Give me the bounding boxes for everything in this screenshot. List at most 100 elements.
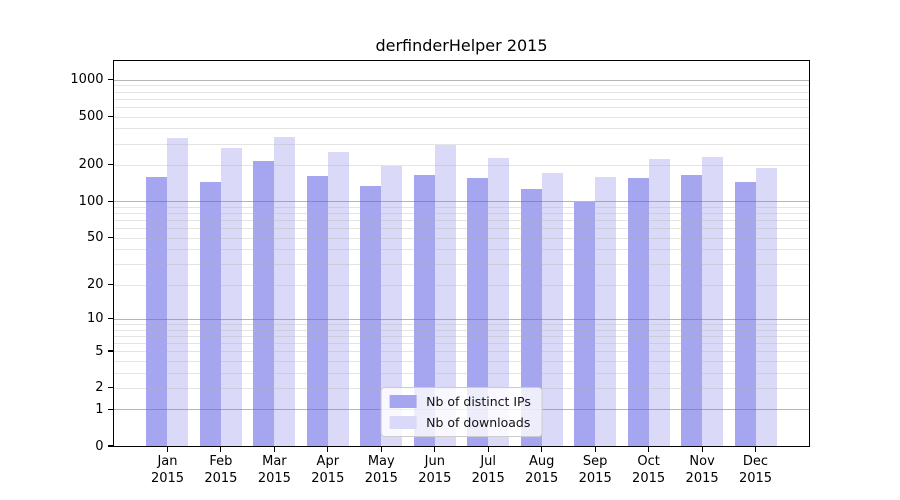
x-axis-tick-label-jul: Jul 2015	[471, 454, 505, 486]
x-axis-tick-mark	[487, 447, 489, 452]
bar-jun-distinct-ips	[413, 175, 435, 446]
bar-nov-downloads	[702, 156, 724, 446]
bar-sep-downloads	[595, 177, 617, 446]
chart-title: derfinderHelper 2015	[375, 36, 548, 55]
x-axis-tick-mark	[166, 447, 169, 452]
minor-gridline-700	[114, 98, 809, 100]
minor-gridline-400	[114, 128, 809, 130]
bar-group-jan	[146, 138, 189, 446]
minor-gridline-900	[114, 85, 809, 87]
bar-jan-downloads	[167, 138, 189, 446]
y-axis-tick-label-1000: 1000	[70, 72, 104, 88]
x-axis-tick-mark	[380, 447, 382, 452]
bar-group-aug	[520, 173, 563, 446]
legend-label-distinct-ips: Nb of distinct IPs	[426, 394, 531, 409]
bar-oct-downloads	[648, 158, 670, 446]
bar-aug-downloads	[541, 173, 563, 446]
y-axis-tick-mark	[108, 318, 113, 320]
y-axis-tick-mark	[108, 284, 113, 286]
x-axis-tick-label-oct: Oct 2015	[632, 454, 666, 486]
x-axis-tick-label-aug: Aug 2015	[525, 454, 559, 486]
bar-jul-downloads	[488, 158, 510, 446]
x-axis-tick-mark	[754, 447, 757, 452]
y-axis-tick-label-2: 2	[95, 380, 104, 396]
minor-gridline-800	[114, 91, 809, 93]
y-axis-tick-label-10: 10	[86, 311, 104, 327]
legend-swatch-downloads	[389, 416, 417, 429]
bar-may-downloads	[381, 165, 403, 446]
bar-dec-distinct-ips	[734, 182, 756, 446]
bar-group-sep	[574, 177, 617, 446]
y-axis-tick-mark	[108, 237, 113, 239]
legend: Nb of distinct IPs Nb of downloads	[380, 387, 543, 437]
x-axis-tick-label-dec: Dec 2015	[738, 454, 773, 486]
y-axis-tick-label-100: 100	[78, 193, 104, 209]
bar-group-may	[360, 165, 403, 446]
plot-area: Nb of distinct IPs Nb of downloads	[113, 60, 810, 447]
bar-group-mar	[253, 137, 296, 446]
y-axis-tick-mark	[108, 387, 113, 389]
bar-mar-downloads	[274, 137, 296, 446]
bar-group-nov	[681, 156, 724, 446]
x-axis-tick-mark	[541, 447, 543, 452]
y-axis-tick-label-200: 200	[78, 157, 104, 173]
bar-group-jun	[413, 145, 456, 446]
x-axis-tick-label-feb: Feb 2015	[204, 454, 238, 486]
legend-swatch-distinct-ips	[389, 395, 417, 408]
y-axis-tick-mark	[108, 79, 113, 81]
legend-item-downloads: Nb of downloads	[389, 414, 531, 431]
bar-feb-downloads	[220, 148, 242, 446]
bar-aug-distinct-ips	[520, 189, 542, 446]
y-axis-tick-label-0: 0	[95, 438, 104, 454]
x-axis-tick-mark	[220, 447, 222, 452]
legend-item-distinct-ips: Nb of distinct IPs	[389, 393, 531, 410]
bar-group-feb	[199, 148, 242, 446]
bar-oct-distinct-ips	[627, 177, 649, 446]
x-axis-tick-label-sep: Sep 2015	[578, 454, 612, 486]
bar-jul-distinct-ips	[467, 177, 489, 446]
bar-may-distinct-ips	[360, 185, 382, 446]
y-axis-tick-mark	[108, 445, 113, 447]
bar-mar-distinct-ips	[253, 161, 275, 446]
bar-jun-downloads	[434, 145, 456, 446]
x-axis-tick-label-may: May 2015	[364, 454, 398, 486]
x-axis-tick-mark	[434, 447, 436, 452]
x-axis-tick-label-jan: Jan 2015	[150, 454, 185, 486]
y-axis-tick-mark	[108, 164, 113, 166]
x-axis-tick-label-mar: Mar 2015	[257, 454, 291, 486]
x-axis-tick-mark	[327, 447, 329, 452]
bar-sep-distinct-ips	[574, 202, 596, 446]
y-axis-tick-label-50: 50	[86, 230, 104, 246]
minor-gridline-300	[114, 143, 809, 145]
y-axis-tick-mark	[108, 350, 113, 352]
y-axis-tick-label-20: 20	[86, 277, 104, 293]
bar-group-dec	[734, 167, 777, 446]
minor-gridline-500	[114, 116, 809, 118]
bar-nov-distinct-ips	[681, 175, 703, 446]
major-gridline-1000	[114, 79, 809, 81]
legend-label-downloads: Nb of downloads	[426, 415, 531, 430]
y-axis-tick-mark	[108, 115, 113, 118]
y-axis-tick-mark	[108, 200, 113, 202]
x-axis-tick-mark	[701, 447, 703, 452]
bar-dec-downloads	[755, 167, 777, 446]
bar-group-jul	[467, 158, 510, 446]
bar-apr-distinct-ips	[306, 176, 328, 446]
bar-group-oct	[627, 158, 670, 446]
x-axis-tick-mark	[594, 447, 596, 452]
y-axis-tick-mark	[108, 408, 113, 410]
bar-jan-distinct-ips	[146, 177, 168, 446]
y-axis-tick-label-5: 5	[95, 343, 104, 359]
x-axis-tick-label-nov: Nov 2015	[685, 454, 719, 486]
minor-gridline-600	[114, 106, 809, 108]
x-axis-tick-mark	[648, 447, 650, 452]
bar-feb-distinct-ips	[199, 181, 221, 446]
bar-group-apr	[306, 152, 349, 446]
x-axis-tick-mark	[273, 447, 275, 452]
bar-apr-downloads	[327, 152, 349, 446]
x-axis-tick-label-apr: Apr 2015	[311, 454, 345, 486]
y-axis-tick-label-1: 1	[95, 401, 104, 417]
y-axis-tick-label-500: 500	[78, 109, 104, 124]
x-axis-tick-label-jun: Jun 2015	[418, 454, 452, 486]
